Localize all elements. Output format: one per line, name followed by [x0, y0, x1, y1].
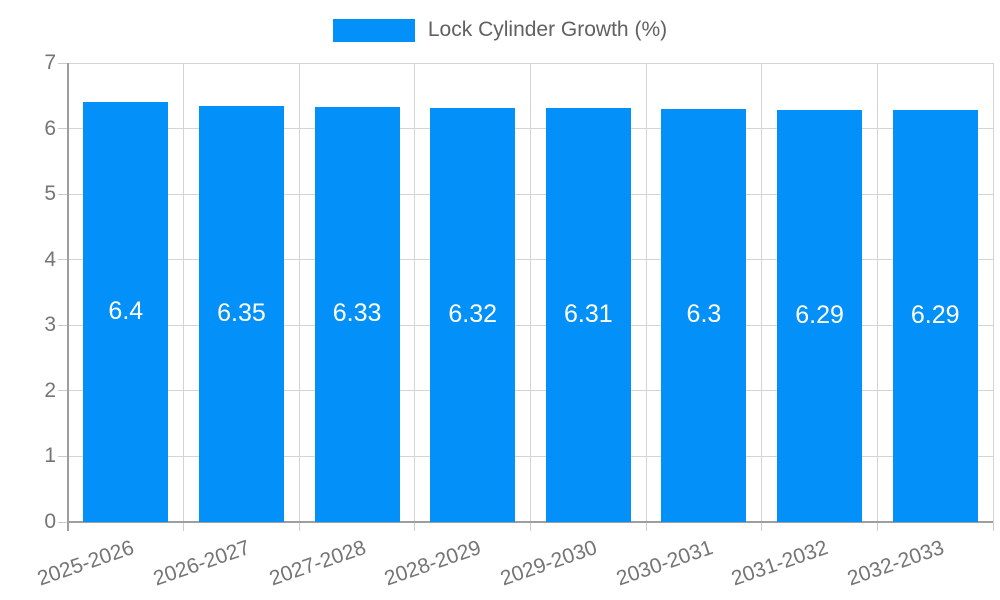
x-gridline	[530, 63, 531, 522]
y-axis-tick	[58, 521, 68, 523]
legend-swatch	[332, 18, 415, 42]
y-axis-tick-label: 3	[44, 313, 56, 337]
bar[interactable]: 6.3	[661, 108, 747, 522]
bar[interactable]: 6.35	[198, 105, 284, 522]
bar-value-label: 6.32	[448, 299, 498, 328]
x-axis-tick	[761, 522, 763, 531]
bar-value-label: 6.4	[108, 297, 144, 326]
x-axis-category-label: 2028-2029	[381, 536, 485, 591]
x-axis-category-label: 2032-2033	[844, 536, 947, 591]
x-axis-category-label: 2030-2031	[612, 536, 716, 591]
x-axis-category-label: 2031-2032	[728, 536, 832, 591]
y-axis-tick	[58, 128, 68, 130]
x-gridline	[761, 63, 763, 522]
y-axis-tick-label: 4	[44, 247, 56, 271]
x-gridline	[414, 63, 416, 522]
legend[interactable]: Lock Cylinder Growth (%)	[0, 18, 1000, 42]
x-axis-category-label: 2025-2026	[34, 536, 138, 591]
y-axis-tick	[58, 324, 68, 326]
bar[interactable]: 6.32	[430, 107, 516, 522]
x-axis-tick	[992, 522, 994, 531]
x-axis-tick	[183, 522, 185, 531]
y-axis-line	[67, 63, 69, 531]
bar-value-label: 6.29	[795, 300, 844, 329]
y-axis-tick	[58, 390, 68, 392]
y-axis-tick-label: 6	[44, 116, 56, 140]
bar-value-label: 6.29	[910, 300, 960, 329]
y-axis-tick-label: 5	[44, 182, 56, 206]
bar[interactable]: 6.31	[545, 108, 631, 522]
x-gridline	[645, 63, 647, 522]
x-axis-category-label: 2029-2030	[497, 536, 600, 591]
legend-label: Lock Cylinder Growth (%)	[427, 18, 668, 41]
bar[interactable]: 6.29	[777, 109, 863, 522]
x-gridline	[298, 63, 300, 522]
y-axis-tick	[58, 455, 68, 457]
y-axis-tick-label: 1	[44, 444, 56, 468]
bar-value-label: 6.31	[563, 300, 613, 329]
bar[interactable]: 6.33	[314, 106, 400, 522]
y-axis-tick-label: 2	[44, 378, 56, 402]
x-axis-tick	[298, 522, 300, 531]
bar-value-label: 6.35	[217, 298, 266, 327]
y-axis-tick	[58, 62, 68, 64]
x-gridline	[876, 63, 878, 522]
x-axis-tick	[645, 522, 647, 531]
y-axis-tick-label: 7	[44, 51, 56, 74]
x-axis-tick	[876, 522, 878, 531]
y-axis-tick	[58, 259, 68, 261]
x-axis-line	[68, 521, 993, 523]
bar-value-label: 6.33	[332, 299, 382, 328]
x-gridline	[183, 63, 185, 522]
bar-value-label: 6.3	[686, 300, 722, 329]
x-axis-category-label: 2027-2028	[266, 536, 369, 591]
x-axis-tick	[414, 522, 416, 531]
y-axis-tick	[58, 193, 68, 195]
y-axis-tick-label: 0	[44, 510, 56, 533]
x-gridline	[992, 63, 994, 522]
bar[interactable]: 6.4	[83, 102, 169, 522]
x-axis-tick	[530, 522, 531, 531]
bar[interactable]: 6.29	[892, 109, 978, 522]
x-axis-category-label: 2026-2027	[150, 536, 253, 591]
